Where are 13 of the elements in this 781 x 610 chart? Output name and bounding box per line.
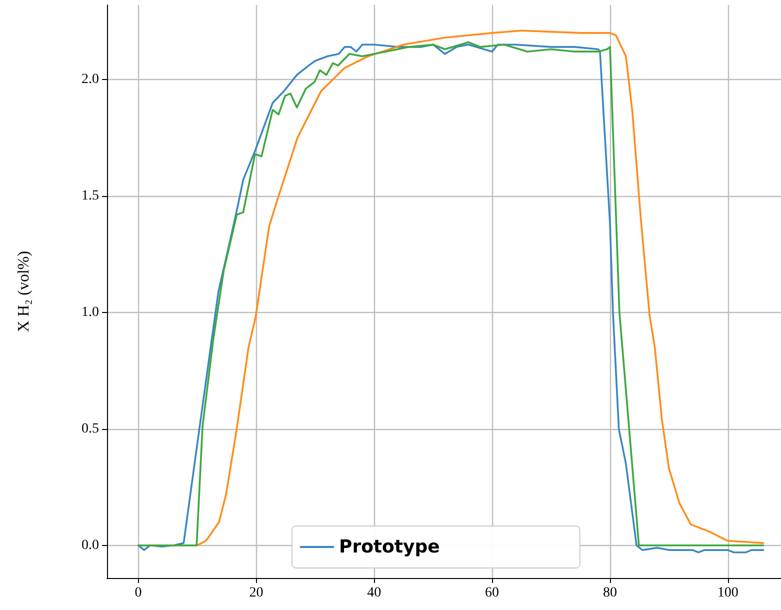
x-tick-label: 80 [602,586,617,600]
y-tick-label: 0.0 [82,538,99,553]
legend-label: Prototype [339,536,440,558]
x-tick-label: 40 [367,586,382,600]
x-tick-label: 60 [485,586,500,600]
y-tick-label: 0.5 [82,421,99,436]
x-tick-label: 100 [717,586,738,600]
y-tick-label: 1.5 [82,188,99,204]
x-tick-label: 0 [134,586,142,600]
y-tick-label: 2.0 [82,72,99,88]
y-axis-title: X H₂ (vol%) [16,250,32,332]
x-tick-label: 20 [249,586,264,600]
y-tick-label: 1.0 [82,304,99,320]
